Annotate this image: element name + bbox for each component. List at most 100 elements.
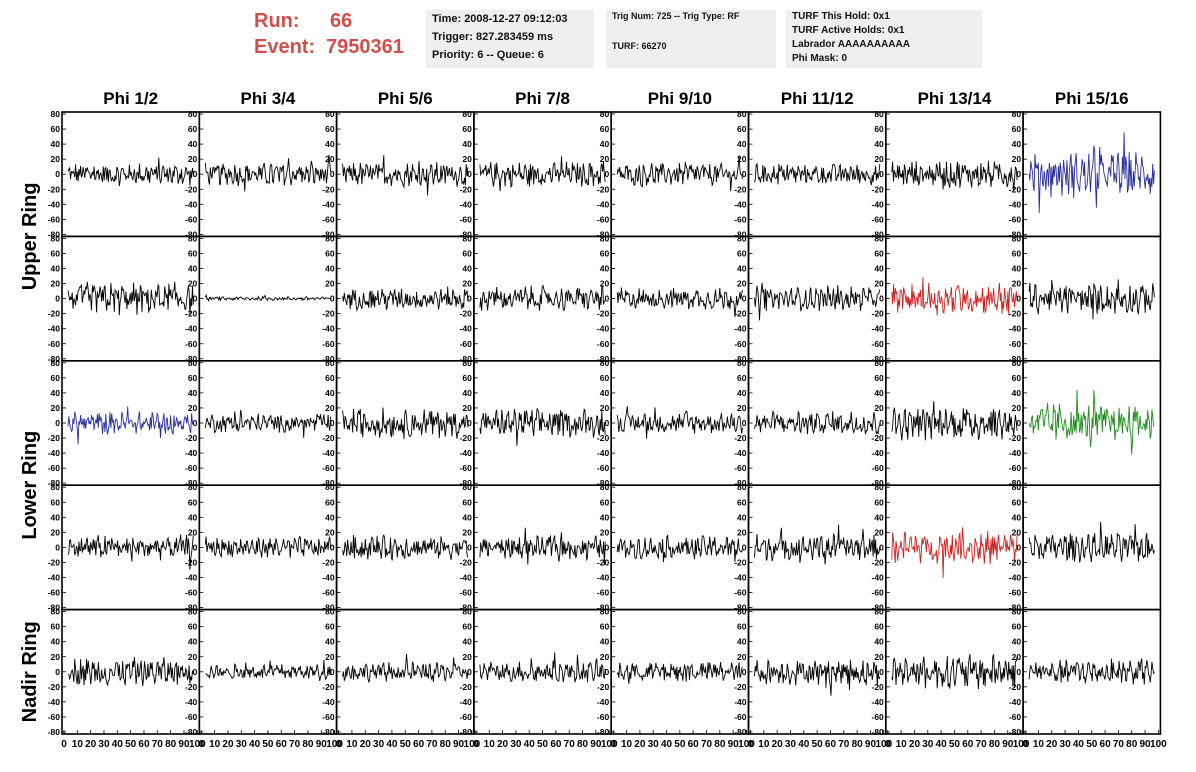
y-tick-label: -40: [1009, 697, 1022, 707]
y-tick-label: -20: [872, 309, 885, 319]
x-tick-label: 70: [976, 739, 988, 750]
x-tick-label: 30: [236, 739, 248, 750]
y-tick-label: 80: [325, 233, 335, 243]
y-tick-label: -40: [322, 199, 335, 209]
column-header: Phi 13/14: [918, 89, 992, 108]
y-tick-label: -80: [48, 478, 61, 488]
y-tick-label: -40: [734, 199, 747, 209]
y-tick-label: 20: [51, 652, 61, 662]
y-tick-label: 20: [325, 154, 335, 164]
x-tick-label: 0: [1022, 739, 1028, 750]
y-tick-label: -80: [185, 478, 198, 488]
y-tick-label: 60: [600, 248, 610, 258]
y-tick-label: 60: [51, 248, 61, 258]
y-tick-label: -40: [597, 697, 610, 707]
y-tick-label: -80: [872, 354, 885, 364]
y-tick-label: 40: [462, 388, 472, 398]
x-tick-label: 100: [738, 739, 755, 750]
y-tick-label: -80: [597, 478, 610, 488]
y-tick-label: -80: [872, 603, 885, 613]
x-tick-label: 60: [962, 739, 974, 750]
y-tick-label: 80: [462, 358, 472, 368]
y-tick-label: 80: [325, 482, 335, 492]
y-tick-label: 40: [600, 637, 610, 647]
y-tick-label: 80: [51, 358, 61, 368]
y-tick-label: 20: [188, 652, 198, 662]
column-header: Phi 7/8: [515, 89, 570, 108]
y-tick-label: -20: [734, 184, 747, 194]
turf-info-box: TURF This Hold: 0x1 TURF Active Holds: 0…: [786, 10, 982, 68]
x-tick-label: 60: [138, 739, 150, 750]
panel-frame: [473, 608, 612, 735]
y-tick-label: -80: [460, 603, 473, 613]
panel-frame: [198, 111, 338, 238]
y-tick-label: -20: [185, 682, 198, 692]
y-tick-label: -40: [734, 448, 747, 458]
y-tick-label: 20: [737, 154, 747, 164]
y-tick-label: 40: [325, 264, 335, 274]
x-tick-label: 90: [316, 739, 328, 750]
turf-active-text: TURF Active Holds: 0x1: [792, 25, 905, 36]
y-tick-label: 20: [600, 279, 610, 289]
y-tick-label: 0: [193, 418, 198, 428]
y-tick-label: -80: [734, 354, 747, 364]
waveform-line: [67, 157, 194, 187]
y-tick-label: 20: [1012, 279, 1022, 289]
x-tick-label: 30: [785, 739, 797, 750]
y-tick-label: 40: [325, 637, 335, 647]
waveform-line: [616, 155, 743, 192]
y-tick-label: 80: [874, 358, 884, 368]
y-tick-label: -80: [48, 229, 61, 239]
y-tick-label: 40: [737, 637, 747, 647]
y-tick-label: 80: [874, 607, 884, 617]
y-tick-label: 0: [193, 169, 198, 179]
y-tick-label: -40: [185, 697, 198, 707]
x-tick-label: 10: [72, 739, 84, 750]
x-tick-label: 10: [209, 739, 221, 750]
column-header: Phi 15/16: [1055, 89, 1129, 108]
y-tick-label: -20: [734, 557, 747, 567]
time-text: Time: 2008-12-27 09:12:03: [432, 13, 568, 25]
x-tick-label: 40: [249, 739, 261, 750]
waveform-line: [891, 277, 1018, 316]
x-tick-label: 10: [1033, 739, 1045, 750]
y-tick-label: 60: [188, 248, 198, 258]
y-tick-label: -80: [460, 727, 473, 737]
y-tick-label: 60: [874, 124, 884, 134]
y-tick-label: -20: [460, 682, 473, 692]
y-tick-label: -20: [460, 557, 473, 567]
y-tick-label: 80: [737, 482, 747, 492]
y-tick-label: 20: [188, 403, 198, 413]
time-info-box: Time: 2008-12-27 09:12:03 Trigger: 827.2…: [426, 10, 594, 68]
y-tick-label: 20: [737, 279, 747, 289]
y-tick-label: 40: [1012, 637, 1022, 647]
y-tick-label: -80: [322, 727, 335, 737]
y-tick-label: 80: [874, 233, 884, 243]
y-tick-label: 40: [874, 264, 884, 274]
x-tick-label: 70: [838, 739, 850, 750]
y-tick-label: -40: [460, 573, 473, 583]
y-tick-label: -60: [872, 588, 885, 598]
y-tick-label: 40: [874, 388, 884, 398]
x-tick-label: 90: [1140, 739, 1152, 750]
y-tick-label: 60: [462, 373, 472, 383]
y-tick-label: -20: [322, 682, 335, 692]
y-tick-label: 0: [742, 418, 747, 428]
y-tick-label: -20: [48, 184, 61, 194]
y-tick-label: 60: [874, 497, 884, 507]
waveform-line: [1028, 389, 1155, 455]
waveform-line: [1028, 279, 1155, 320]
waveform-line: [891, 401, 1018, 441]
y-tick-label: 80: [600, 482, 610, 492]
x-tick-label: 100: [464, 739, 481, 750]
y-tick-label: -60: [460, 339, 473, 349]
y-tick-label: -20: [872, 682, 885, 692]
x-tick-label: 0: [473, 739, 479, 750]
x-tick-label: 30: [373, 739, 385, 750]
y-tick-label: 0: [193, 667, 198, 677]
y-tick-label: 40: [188, 637, 198, 647]
y-tick-label: 40: [600, 264, 610, 274]
priority-text: Priority: 6 -- Queue: 6: [432, 49, 544, 61]
waveform-line: [754, 524, 881, 565]
x-tick-label: 10: [346, 739, 358, 750]
